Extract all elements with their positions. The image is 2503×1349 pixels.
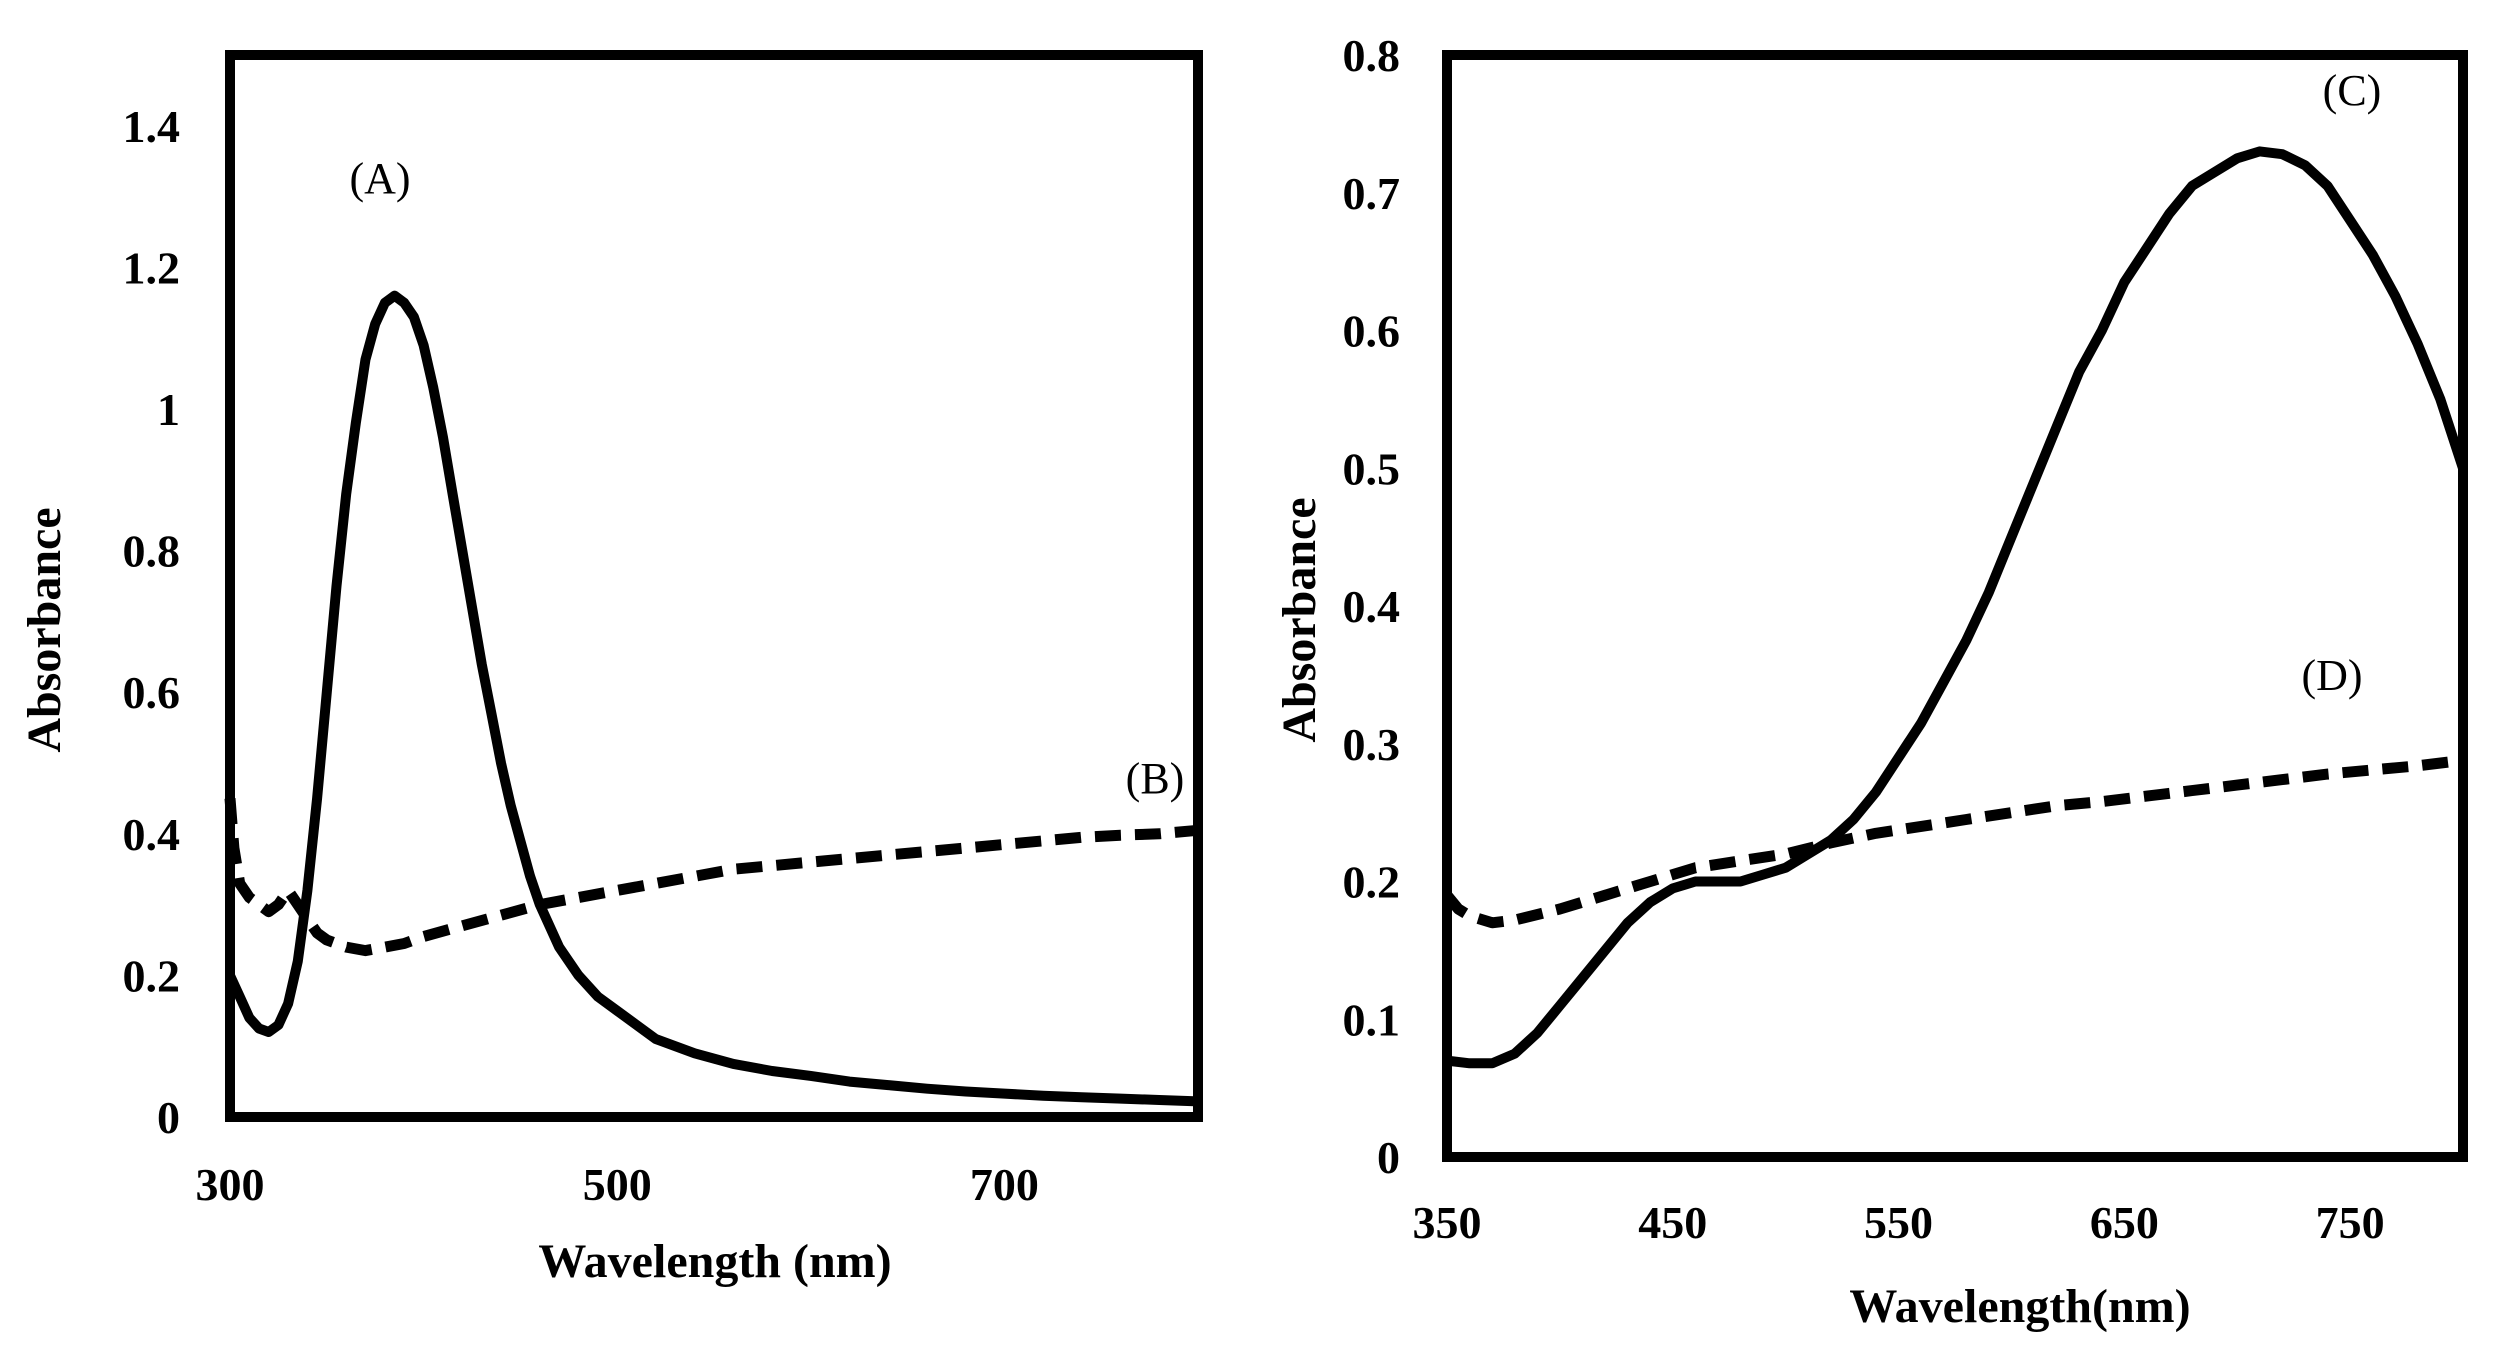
y-tick-label: 0.2 (1343, 857, 1401, 908)
x-tick-label: 700 (970, 1159, 1039, 1210)
series-line-a (225, 290, 1203, 1107)
x-tick-label: 350 (1413, 1197, 1482, 1248)
series-label-a: (A) (349, 154, 410, 203)
left-x-axis-title: Wavelength (nm) (538, 1235, 891, 1288)
series-label-b: (B) (1126, 754, 1185, 803)
y-tick-label: 0.6 (123, 667, 181, 718)
right-curves (1442, 146, 2468, 1069)
y-tick-label: 0.4 (1343, 581, 1401, 632)
right-y-tick-labels: 0 0.1 0.2 0.3 0.4 0.5 0.6 0.7 0.8 (1343, 30, 1401, 1183)
left-curves (224, 290, 1203, 1107)
y-tick-label: 0.4 (123, 809, 181, 860)
x-tick-label: 450 (1638, 1197, 1707, 1248)
x-tick-label: 650 (2090, 1197, 2159, 1248)
left-y-axis-title: Absorbance (18, 507, 71, 752)
x-tick-label: 550 (1864, 1197, 1933, 1248)
left-chart: 0 0.2 0.4 0.6 0.8 1 1.2 1.4 300 500 700 Wavelengt… (18, 50, 1203, 1288)
x-tick-label: 300 (196, 1159, 265, 1210)
y-tick-label: 0.5 (1343, 443, 1401, 494)
x-tick-label: 750 (2316, 1197, 2385, 1248)
y-tick-label: 0.3 (1343, 719, 1401, 770)
right-x-tick-labels: 350 450 550 650 750 (1413, 1197, 2385, 1248)
y-tick-label: 0.8 (123, 526, 181, 577)
left-y-tick-labels: 0 0.2 0.4 0.6 0.8 1 1.2 1.4 (123, 101, 181, 1143)
y-tick-label: 0.1 (1343, 994, 1401, 1045)
y-tick-label: 0.7 (1343, 168, 1401, 219)
left-plot-frame (225, 50, 1203, 1122)
right-plot-frame (1442, 50, 2468, 1162)
y-tick-label: 0 (157, 1092, 180, 1143)
left-x-tick-labels: 300 500 700 (196, 1159, 1039, 1210)
right-chart: 0 0.1 0.2 0.3 0.4 0.5 0.6 0.7 0.8 350 450 550 650 75… (1273, 30, 2468, 1333)
series-label-d: (D) (2301, 651, 2362, 700)
y-tick-label: 0.6 (1343, 306, 1401, 357)
series-line-b (224, 797, 1199, 957)
series-line-d (1442, 754, 2464, 929)
right-x-axis-title: Wavelength(nm) (1849, 1280, 2190, 1333)
y-tick-label: 1.2 (123, 242, 181, 293)
x-tick-label: 500 (583, 1159, 652, 1210)
right-y-axis-title: Absorbance (1273, 497, 1326, 742)
y-tick-label: 1.4 (123, 101, 181, 152)
series-line-c (1442, 146, 2468, 1069)
y-tick-label: 1 (157, 384, 180, 435)
y-tick-label: 0.8 (1343, 30, 1401, 81)
y-tick-label: 0 (1377, 1132, 1400, 1183)
series-label-c: (C) (2323, 66, 2382, 115)
y-tick-label: 0.2 (123, 950, 181, 1001)
